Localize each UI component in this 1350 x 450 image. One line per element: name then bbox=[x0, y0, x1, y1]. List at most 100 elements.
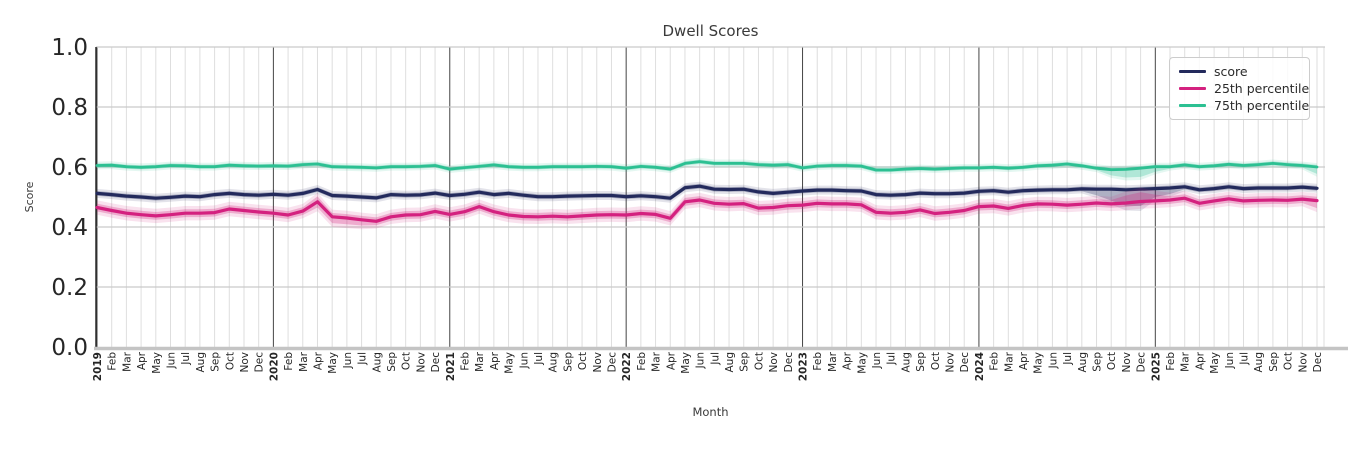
svg-text:Apr: Apr bbox=[489, 351, 501, 370]
svg-text:May: May bbox=[1209, 352, 1221, 374]
svg-text:May: May bbox=[327, 352, 339, 374]
svg-text:Nov: Nov bbox=[945, 352, 957, 373]
svg-text:Aug: Aug bbox=[724, 352, 736, 373]
svg-text:Aug: Aug bbox=[900, 352, 912, 373]
legend-swatch-75th-percentile bbox=[1179, 104, 1206, 107]
svg-text:0.2: 0.2 bbox=[51, 275, 88, 301]
legend: score 25th percentile 75th percentile bbox=[1169, 57, 1310, 120]
legend-label-75th-percentile: 75th percentile bbox=[1214, 98, 1310, 113]
x-axis-label: Month bbox=[692, 405, 728, 419]
svg-text:Nov: Nov bbox=[415, 352, 427, 373]
svg-text:0.6: 0.6 bbox=[51, 155, 88, 181]
svg-text:Oct: Oct bbox=[930, 352, 942, 370]
svg-text:Apr: Apr bbox=[136, 351, 148, 370]
svg-text:Dec: Dec bbox=[606, 352, 618, 373]
svg-text:Mar: Mar bbox=[474, 351, 486, 371]
series-line-75th-percentile bbox=[95, 160, 1319, 172]
svg-text:Apr: Apr bbox=[1018, 351, 1030, 370]
svg-text:2025: 2025 bbox=[1150, 352, 1162, 381]
svg-text:Nov: Nov bbox=[1121, 352, 1133, 373]
svg-text:Feb: Feb bbox=[107, 352, 119, 371]
svg-text:Feb: Feb bbox=[283, 352, 295, 371]
svg-text:Sep: Sep bbox=[915, 352, 927, 372]
series-line-score bbox=[95, 184, 1319, 200]
y-gridlines bbox=[96, 46, 1325, 288]
y-tick-labels: 0.0 0.2 0.4 0.6 0.8 1.0 bbox=[51, 35, 88, 361]
svg-text:Oct: Oct bbox=[1106, 352, 1118, 370]
svg-text:2020: 2020 bbox=[268, 352, 280, 381]
svg-text:Jun: Jun bbox=[342, 352, 354, 369]
svg-text:Nov: Nov bbox=[592, 352, 604, 373]
svg-text:Jul: Jul bbox=[180, 352, 192, 366]
svg-text:2022: 2022 bbox=[621, 352, 633, 381]
svg-text:Oct: Oct bbox=[753, 352, 765, 370]
svg-text:Nov: Nov bbox=[239, 352, 251, 373]
axes-spines bbox=[94, 47, 1348, 351]
chart-title: Dwell Scores bbox=[663, 22, 759, 40]
svg-text:0.4: 0.4 bbox=[51, 215, 88, 241]
svg-text:Apr: Apr bbox=[665, 351, 677, 370]
svg-text:Sep: Sep bbox=[210, 352, 222, 372]
svg-text:Nov: Nov bbox=[768, 352, 780, 373]
x-tick-labels: 2019 Feb Mar Apr May Jun Jul Aug Sep Oct Nov Dec 202… bbox=[92, 351, 1324, 381]
svg-text:Aug: Aug bbox=[195, 352, 207, 373]
series-25th-percentile bbox=[95, 196, 1319, 223]
series-score bbox=[95, 184, 1319, 200]
series-band-25th-percentile bbox=[97, 187, 1317, 230]
svg-text:Oct: Oct bbox=[577, 352, 589, 370]
svg-text:May: May bbox=[856, 352, 868, 374]
svg-text:Jun: Jun bbox=[871, 352, 883, 369]
svg-text:Sep: Sep bbox=[386, 352, 398, 372]
svg-text:Mar: Mar bbox=[121, 351, 133, 371]
svg-text:Aug: Aug bbox=[1077, 352, 1089, 373]
svg-text:Dec: Dec bbox=[1136, 352, 1148, 373]
svg-text:Aug: Aug bbox=[1253, 352, 1265, 373]
svg-text:2021: 2021 bbox=[445, 352, 457, 381]
svg-text:Feb: Feb bbox=[459, 352, 471, 371]
svg-text:Jul: Jul bbox=[1062, 352, 1074, 366]
svg-text:Sep: Sep bbox=[739, 352, 751, 372]
svg-text:1.0: 1.0 bbox=[51, 35, 88, 61]
svg-text:May: May bbox=[1033, 352, 1045, 374]
svg-text:Sep: Sep bbox=[1092, 352, 1104, 372]
svg-text:Jul: Jul bbox=[1239, 352, 1251, 366]
svg-text:Sep: Sep bbox=[562, 352, 574, 372]
svg-text:Dec: Dec bbox=[254, 352, 266, 373]
svg-text:May: May bbox=[151, 352, 163, 374]
svg-text:Sep: Sep bbox=[1268, 352, 1280, 372]
svg-text:Mar: Mar bbox=[1003, 351, 1015, 371]
svg-text:0.0: 0.0 bbox=[51, 335, 88, 361]
legend-item-75th-percentile: 75th percentile bbox=[1179, 97, 1309, 114]
svg-text:2019: 2019 bbox=[92, 352, 104, 381]
svg-text:Feb: Feb bbox=[1165, 352, 1177, 371]
svg-text:Oct: Oct bbox=[401, 352, 413, 370]
svg-text:Jun: Jun bbox=[165, 352, 177, 369]
svg-text:Apr: Apr bbox=[312, 351, 324, 370]
svg-text:0.8: 0.8 bbox=[51, 95, 88, 121]
svg-text:Mar: Mar bbox=[1180, 351, 1192, 371]
svg-text:Feb: Feb bbox=[989, 352, 1001, 371]
svg-text:2024: 2024 bbox=[974, 352, 986, 381]
svg-text:Jun: Jun bbox=[1224, 352, 1236, 369]
legend-swatch-score bbox=[1179, 70, 1206, 73]
svg-text:Mar: Mar bbox=[651, 351, 663, 371]
svg-text:Oct: Oct bbox=[224, 352, 236, 370]
y-axis-label: Score bbox=[23, 181, 36, 212]
svg-text:Jul: Jul bbox=[886, 352, 898, 366]
svg-text:Mar: Mar bbox=[827, 351, 839, 371]
svg-text:Dec: Dec bbox=[959, 352, 971, 373]
svg-text:Oct: Oct bbox=[1283, 352, 1295, 370]
legend-swatch-25th-percentile bbox=[1179, 87, 1206, 90]
svg-text:Aug: Aug bbox=[371, 352, 383, 373]
svg-text:2023: 2023 bbox=[798, 352, 810, 381]
series-75th-percentile bbox=[95, 160, 1319, 172]
legend-label-score: score bbox=[1214, 64, 1248, 79]
svg-text:Aug: Aug bbox=[548, 352, 560, 373]
legend-item-25th-percentile: 25th percentile bbox=[1179, 80, 1309, 97]
svg-text:Mar: Mar bbox=[298, 351, 310, 371]
svg-text:Nov: Nov bbox=[1297, 352, 1309, 373]
svg-text:May: May bbox=[680, 352, 692, 374]
svg-text:Jun: Jun bbox=[1047, 352, 1059, 369]
